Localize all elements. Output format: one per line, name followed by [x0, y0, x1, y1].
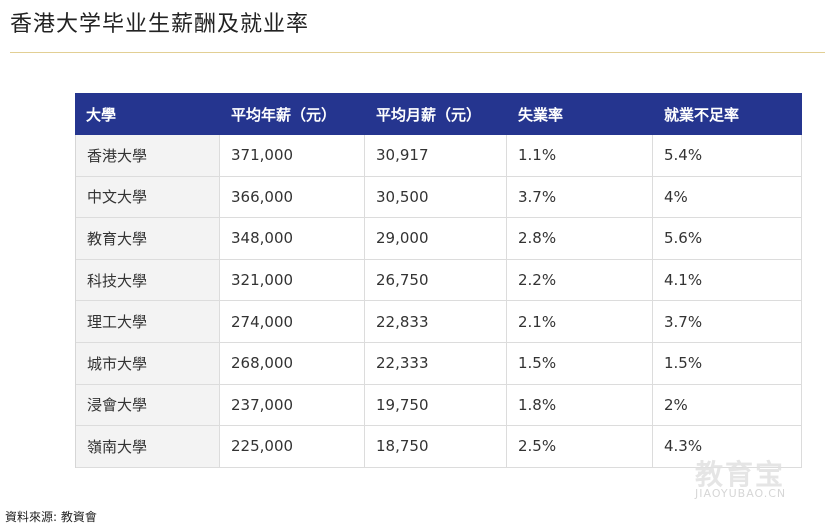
- table-row: 香港大學 371,000 30,917 1.1% 5.4%: [76, 135, 802, 177]
- cell-monthly-salary: 26,750: [365, 259, 507, 302]
- table-row: 中文大學 366,000 30,500 3.7% 4%: [76, 176, 802, 219]
- cell-unemployment-rate: 1.1%: [507, 135, 653, 177]
- header-underemployment-rate: 就業不足率: [664, 105, 740, 124]
- watermark-name: 教育宝: [695, 458, 786, 491]
- cell-university: 香港大學: [76, 135, 220, 177]
- salary-table: 大學 平均年薪（元） 平均月薪（元） 失業率 就業不足率 香港大學 371,000…: [75, 93, 802, 468]
- cell-university: 教育大學: [76, 218, 220, 260]
- cell-monthly-salary: 19,750: [365, 384, 507, 427]
- table-row: 理工大學 274,000 22,833 2.1% 3.7%: [76, 301, 802, 343]
- cell-monthly-salary: 30,500: [365, 176, 507, 219]
- cell-underemployment-rate: 5.6%: [653, 218, 802, 260]
- cell-underemployment-rate: 3.7%: [653, 301, 802, 343]
- cell-annual-salary: 366,000: [220, 176, 365, 219]
- cell-monthly-salary: 18,750: [365, 426, 507, 468]
- cell-underemployment-rate: 4%: [653, 176, 802, 219]
- cell-unemployment-rate: 1.5%: [507, 342, 653, 385]
- header-monthly-salary: 平均月薪（元）: [376, 105, 482, 124]
- cell-unemployment-rate: 2.5%: [507, 426, 653, 468]
- table-row: 浸會大學 237,000 19,750 1.8% 2%: [76, 384, 802, 427]
- cell-unemployment-rate: 3.7%: [507, 176, 653, 219]
- cell-university: 科技大學: [76, 259, 220, 302]
- watermark-url: JIAOYUBAO.CN: [695, 487, 787, 500]
- cell-university: 嶺南大學: [76, 426, 220, 468]
- cell-university: 中文大學: [76, 176, 220, 219]
- cell-annual-salary: 274,000: [220, 301, 365, 343]
- cell-unemployment-rate: 2.2%: [507, 259, 653, 302]
- header-university: 大學: [86, 105, 117, 124]
- cell-annual-salary: 237,000: [220, 384, 365, 427]
- cell-annual-salary: 348,000: [220, 218, 365, 260]
- cell-university: 理工大學: [76, 301, 220, 343]
- cell-underemployment-rate: 4.3%: [653, 426, 802, 468]
- table-header-row: 大學 平均年薪（元） 平均月薪（元） 失業率 就業不足率: [75, 93, 802, 135]
- cell-underemployment-rate: 4.1%: [653, 259, 802, 302]
- table-row: 教育大學 348,000 29,000 2.8% 5.6%: [76, 218, 802, 260]
- cell-monthly-salary: 30,917: [365, 135, 507, 177]
- table-body: 香港大學 371,000 30,917 1.1% 5.4% 中文大學 366,000 30,5…: [75, 135, 802, 468]
- table-row: 科技大學 321,000 26,750 2.2% 4.1%: [76, 259, 802, 302]
- cell-university: 城市大學: [76, 342, 220, 385]
- cell-unemployment-rate: 2.1%: [507, 301, 653, 343]
- header-unemployment-rate: 失業率: [518, 105, 564, 124]
- cell-underemployment-rate: 5.4%: [653, 135, 802, 177]
- watermark-logo: 教育宝 JIAOYUBAO.CN: [695, 453, 815, 503]
- cell-monthly-salary: 29,000: [365, 218, 507, 260]
- cell-university: 浸會大學: [76, 384, 220, 427]
- cell-monthly-salary: 22,333: [365, 342, 507, 385]
- cell-underemployment-rate: 1.5%: [653, 342, 802, 385]
- page-title: 香港大学毕业生薪酬及就业率: [10, 12, 310, 37]
- source-note: 資料來源: 教資會: [5, 510, 97, 524]
- cell-annual-salary: 321,000: [220, 259, 365, 302]
- cell-monthly-salary: 22,833: [365, 301, 507, 343]
- cell-annual-salary: 268,000: [220, 342, 365, 385]
- cell-unemployment-rate: 2.8%: [507, 218, 653, 260]
- header-annual-salary: 平均年薪（元）: [231, 105, 337, 124]
- cell-underemployment-rate: 2%: [653, 384, 802, 427]
- table-row: 嶺南大學 225,000 18,750 2.5% 4.3%: [76, 426, 802, 468]
- cell-unemployment-rate: 1.8%: [507, 384, 653, 427]
- table-row: 城市大學 268,000 22,333 1.5% 1.5%: [76, 342, 802, 385]
- title-divider: [10, 52, 825, 53]
- cell-annual-salary: 225,000: [220, 426, 365, 468]
- cell-annual-salary: 371,000: [220, 135, 365, 177]
